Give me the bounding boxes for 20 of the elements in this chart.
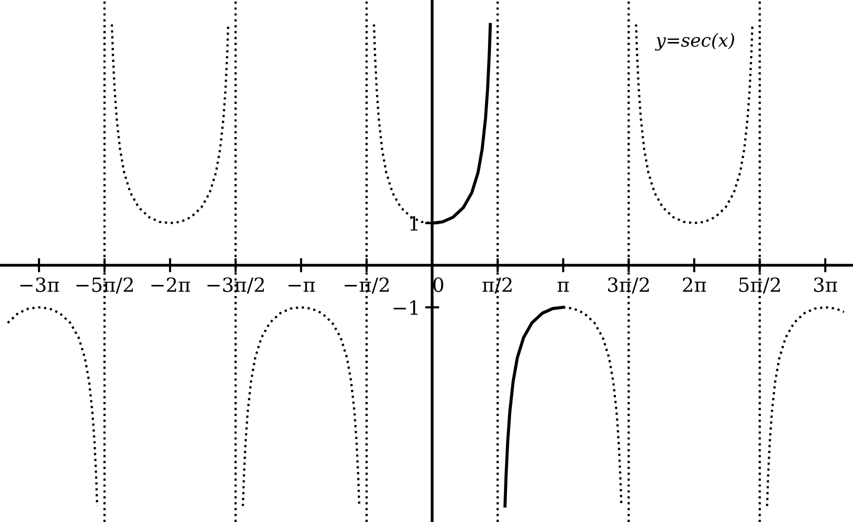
x-tick-label: 0	[433, 277, 444, 292]
x-tick-label: −π	[288, 282, 315, 292]
x-tick-label: −3π/2	[207, 277, 264, 294]
x-tick-label: 5π/2	[739, 277, 780, 294]
x-tick-label: π/2	[482, 277, 512, 294]
x-tick-label: −3π	[20, 277, 60, 292]
x-tick-label: 3π/2	[608, 277, 649, 294]
x-tick-label: 2π	[682, 277, 706, 292]
x-tick-label: −2π	[151, 277, 190, 292]
line-series	[242, 306, 360, 508]
line-series	[634, 23, 754, 224]
x-tick-label: −π/2	[344, 277, 389, 294]
line-series	[110, 23, 230, 224]
y-tick-label: 1	[410, 216, 418, 230]
line-series	[766, 306, 846, 508]
annotation: y=sec(x)	[654, 32, 734, 51]
x-tick-label: 3π	[814, 277, 838, 292]
y-tick-label: −1	[394, 300, 418, 315]
x-tick-label: π	[558, 282, 569, 292]
x-tick-label: −5π/2	[76, 277, 133, 294]
